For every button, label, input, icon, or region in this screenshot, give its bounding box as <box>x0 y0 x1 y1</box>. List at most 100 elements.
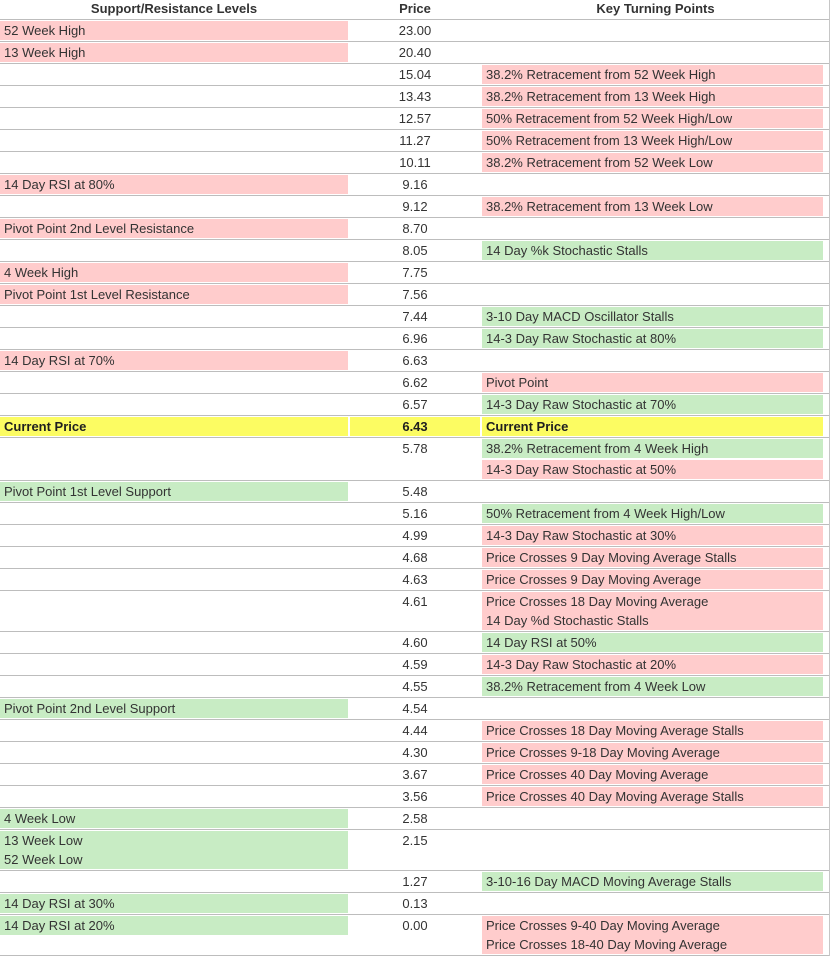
price-value: 7.44 <box>350 307 480 326</box>
table-row: 1.27 3-10-16 Day MACD Moving Average Stal… <box>0 871 829 893</box>
turning-point-label-line: 38.2% Retracement from 4 Week Low <box>486 679 706 694</box>
turning-point-cell: Price Crosses 40 Day Moving Average Stal… <box>482 787 829 806</box>
price-cell: 8.05 <box>350 241 480 260</box>
price-cell: 9.16 <box>350 175 480 194</box>
price-value: 4.68 <box>350 548 480 567</box>
turning-point-label-line: Price Crosses 18 Day Moving Average <box>486 594 709 609</box>
level-label: Pivot Point 1st Level Support <box>0 482 348 501</box>
turning-point-label-line: 38.2% Retracement from 13 Week High <box>486 89 716 104</box>
table-row: Pivot Point 1st Level Resistance 7.56 <box>0 284 829 306</box>
price-cell: 6.57 <box>350 395 480 414</box>
turning-point-cell: Price Crosses 9 Day Moving Average Stall… <box>482 548 829 567</box>
level-label-line: 13 Week Low <box>4 833 83 848</box>
price-text: 20.40 <box>398 45 432 60</box>
table-row: 4 Week Low 2.58 <box>0 808 829 830</box>
level-label: 52 Week High <box>0 21 348 40</box>
level-label-line: Pivot Point 1st Level Resistance <box>4 287 190 302</box>
price-text: 12.57 <box>398 111 432 126</box>
price-cell: 0.00 <box>350 916 480 935</box>
price-cell: 6.43 <box>350 417 480 436</box>
turning-point-label: 38.2% Retracement from 13 Week Low <box>482 197 823 216</box>
price-value: 4.63 <box>350 570 480 589</box>
turning-point-label: 14-3 Day Raw Stochastic at 30% <box>482 526 823 545</box>
level-label-line: 14 Day RSI at 20% <box>4 918 115 933</box>
turning-point-cell: Price Crosses 18 Day Moving Average 14 Da… <box>482 592 829 630</box>
turning-point-label-line: 3-10 Day MACD Oscillator Stalls <box>486 309 674 324</box>
price-value: 9.16 <box>350 175 480 194</box>
price-text: 4.61 <box>402 594 428 609</box>
table-row: 4.60 14 Day RSI at 50% <box>0 632 829 654</box>
turning-point-label: 14-3 Day Raw Stochastic at 80% <box>482 329 823 348</box>
level-cell: 13 Week High <box>0 43 348 62</box>
price-text: 6.43 <box>402 419 428 434</box>
price-text: 6.63 <box>402 353 428 368</box>
level-cell: 14 Day RSI at 30% <box>0 894 348 913</box>
turning-point-cell: Pivot Point <box>482 373 829 392</box>
table-row: 5.78 38.2% Retracement from 4 Week High 14… <box>0 438 829 481</box>
table-body: 52 Week High 23.00 13 Week High 20.40 15.04 3… <box>0 20 829 956</box>
price-cell: 15.04 <box>350 65 480 84</box>
price-text: 4.63 <box>402 572 428 587</box>
level-cell: Pivot Point 1st Level Resistance <box>0 285 348 304</box>
price-cell: 5.48 <box>350 482 480 501</box>
turning-point-label: 38.2% Retracement from 4 Week High <box>482 439 823 458</box>
price-value: 6.43 <box>350 417 480 436</box>
price-value: 4.55 <box>350 677 480 696</box>
level-label-line: 4 Week High <box>4 265 79 280</box>
price-cell: 6.63 <box>350 351 480 370</box>
turning-point-cell: 50% Retracement from 4 Week High/Low <box>482 504 829 523</box>
level-label: Current Price <box>0 417 348 436</box>
turning-point-cell: 14 Day %k Stochastic Stalls <box>482 241 829 260</box>
table-row: 52 Week High 23.00 <box>0 20 829 42</box>
price-text: 23.00 <box>398 23 432 38</box>
level-cell: 4 Week High <box>0 263 348 282</box>
turning-point-cell: 38.2% Retracement from 4 Week Low <box>482 677 829 696</box>
price-text: 13.43 <box>398 89 432 104</box>
turning-point-label-line: 3-10-16 Day MACD Moving Average Stalls <box>486 874 732 889</box>
price-value: 10.11 <box>350 153 480 172</box>
level-label: 14 Day RSI at 70% <box>0 351 348 370</box>
price-cell: 4.60 <box>350 633 480 652</box>
price-value: 8.05 <box>350 241 480 260</box>
table-row: 14 Day RSI at 30% 0.13 <box>0 893 829 915</box>
price-cell: 11.27 <box>350 131 480 150</box>
price-text: 3.56 <box>402 789 428 804</box>
level-cell: Pivot Point 2nd Level Resistance <box>0 219 348 238</box>
turning-point-cell: 14-3 Day Raw Stochastic at 30% <box>482 526 829 545</box>
turning-point-cell: 38.2% Retracement from 13 Week High <box>482 87 829 106</box>
level-label-line: 14 Day RSI at 30% <box>4 896 115 911</box>
turning-point-label: 14-3 Day Raw Stochastic at 20% <box>482 655 823 674</box>
price-value: 4.60 <box>350 633 480 652</box>
turning-point-label-line: 14 Day RSI at 50% <box>486 635 597 650</box>
price-text: 10.11 <box>399 155 431 170</box>
price-value: 5.16 <box>350 504 480 523</box>
price-text: 4.55 <box>402 679 428 694</box>
price-cell: 12.57 <box>350 109 480 128</box>
table-row: 4.68 Price Crosses 9 Day Moving Average S… <box>0 547 829 569</box>
price-value: 23.00 <box>350 21 480 40</box>
turning-point-label: 14 Day RSI at 50% <box>482 633 823 652</box>
price-cell: 10.11 <box>350 153 480 172</box>
price-text: 7.44 <box>402 309 428 324</box>
price-value: 6.96 <box>350 329 480 348</box>
turning-point-label: 38.2% Retracement from 52 Week Low <box>482 153 823 172</box>
table-row: 4.61 Price Crosses 18 Day Moving Average 1… <box>0 591 829 632</box>
level-label: 14 Day RSI at 80% <box>0 175 348 194</box>
price-value: 1.27 <box>350 872 480 891</box>
level-label-line: 14 Day RSI at 70% <box>4 353 115 368</box>
price-cell: 4.44 <box>350 721 480 740</box>
level-label: Pivot Point 2nd Level Resistance <box>0 219 348 238</box>
price-value: 4.30 <box>350 743 480 762</box>
table-row: 13.43 38.2% Retracement from 13 Week High <box>0 86 829 108</box>
turning-point-cell: Current Price <box>482 417 829 436</box>
turning-point-cell: 14-3 Day Raw Stochastic at 20% <box>482 655 829 674</box>
price-text: 4.44 <box>402 723 428 738</box>
price-cell: 1.27 <box>350 872 480 891</box>
table-row: 7.44 3-10 Day MACD Oscillator Stalls <box>0 306 829 328</box>
turning-point-label-line: 14 Day %d Stochastic Stalls <box>486 613 649 628</box>
table-row: 12.57 50% Retracement from 52 Week High/L… <box>0 108 829 130</box>
level-cell: 4 Week Low <box>0 809 348 828</box>
price-cell: 13.43 <box>350 87 480 106</box>
price-text: 2.15 <box>402 833 428 848</box>
turning-point-cell: Price Crosses 40 Day Moving Average <box>482 765 829 784</box>
